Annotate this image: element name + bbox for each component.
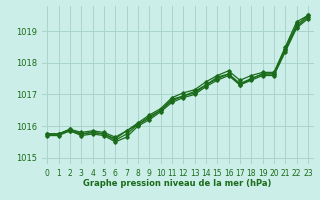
X-axis label: Graphe pression niveau de la mer (hPa): Graphe pression niveau de la mer (hPa) <box>84 179 272 188</box>
